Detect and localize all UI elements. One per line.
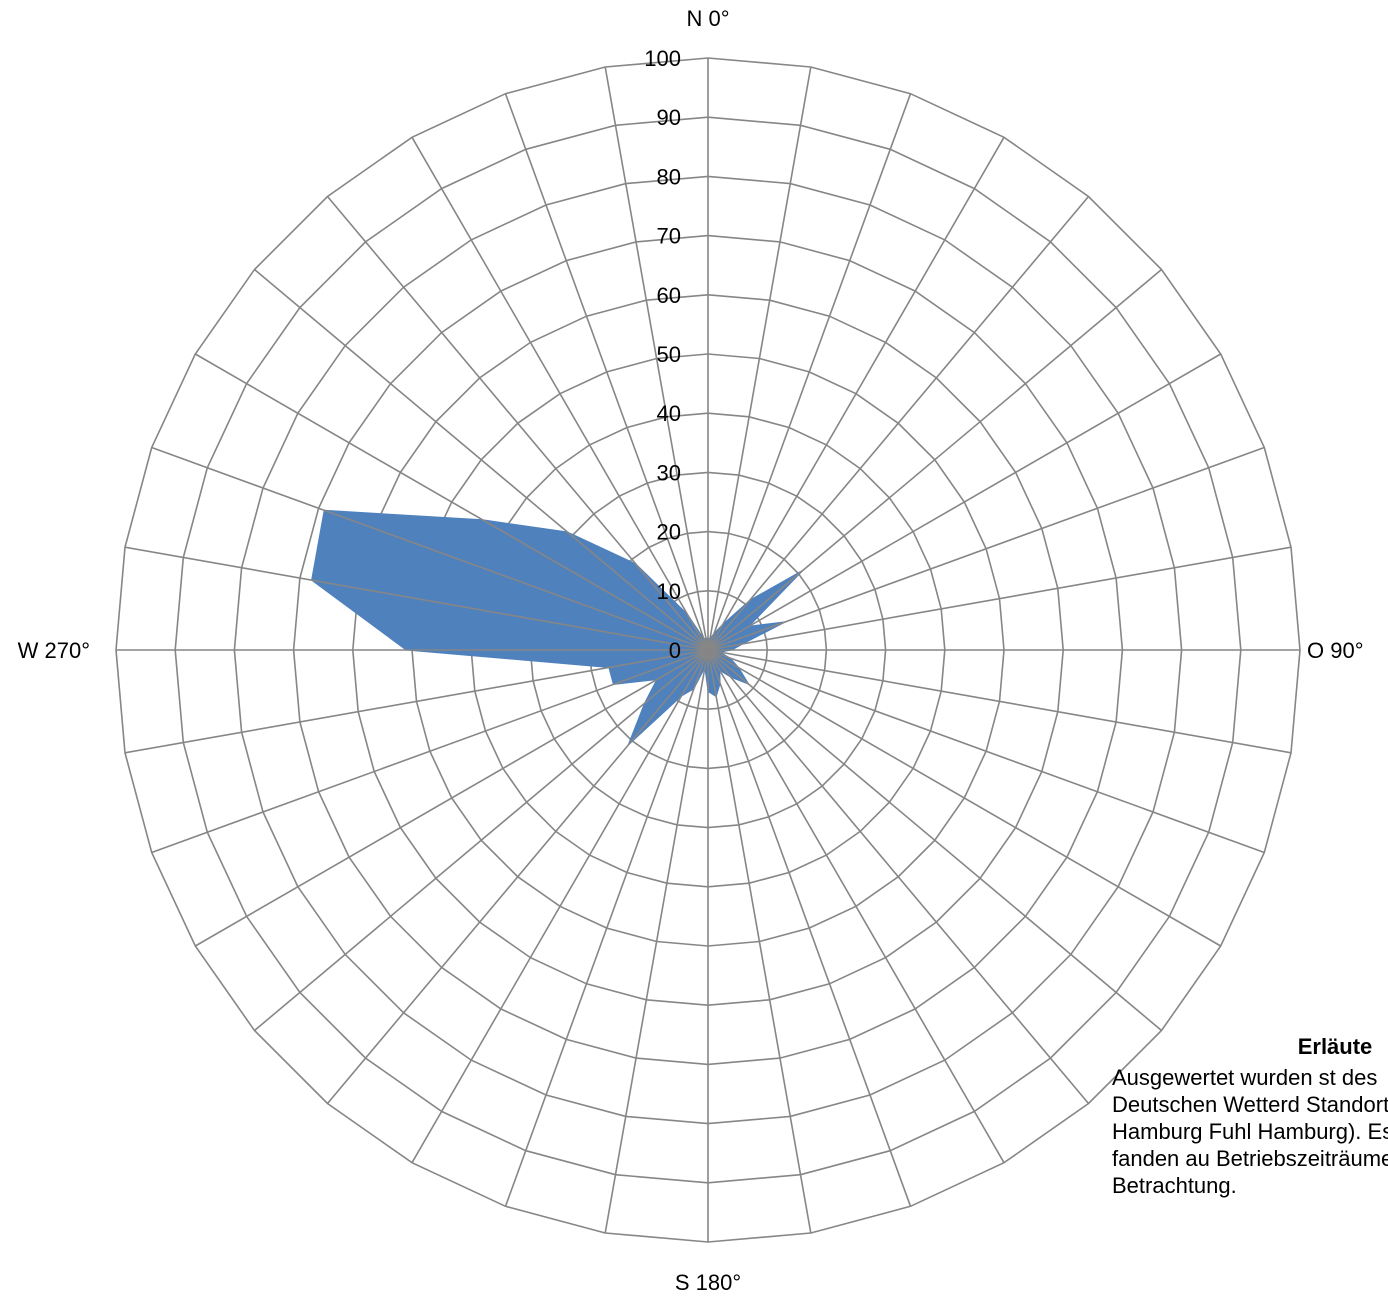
- spoke: [707, 136, 1005, 651]
- radial-tick-label: 20: [657, 520, 681, 545]
- spoke: [604, 649, 709, 1234]
- spoke: [707, 546, 1292, 651]
- radial-tick-label: 0: [669, 638, 681, 663]
- radial-tick-label: 30: [657, 460, 681, 485]
- spoke: [707, 446, 1265, 651]
- spoke: [707, 195, 1090, 651]
- spoke: [326, 649, 709, 1105]
- radial-tick-label: 80: [657, 164, 681, 189]
- west-label: W 270°: [18, 638, 90, 663]
- note-body: Ausgewertet wurden st des Deutschen Wett…: [1112, 1065, 1388, 1198]
- radial-tick-label: 90: [657, 105, 681, 130]
- spoke: [707, 649, 1222, 947]
- spoke: [504, 649, 709, 1207]
- spoke: [411, 136, 709, 651]
- spoke: [707, 649, 1090, 1105]
- spoke: [151, 446, 709, 651]
- radial-tick-label: 60: [657, 283, 681, 308]
- radial-tick-label: 100: [644, 46, 681, 71]
- spoke: [411, 649, 709, 1164]
- spoke: [707, 649, 912, 1207]
- spoke: [151, 649, 709, 854]
- spoke: [707, 66, 812, 651]
- spoke: [707, 268, 1163, 651]
- spoke: [124, 546, 709, 651]
- spoke: [124, 649, 709, 754]
- explanation-note: Erläute Ausgewertet wurden st des Deutsc…: [1112, 1033, 1388, 1301]
- note-title: Erläute: [1297, 1034, 1373, 1059]
- spoke: [707, 353, 1222, 651]
- spoke: [253, 649, 709, 1032]
- radial-tick-label: 40: [657, 401, 681, 426]
- spoke: [504, 93, 709, 651]
- spoke: [707, 649, 1265, 854]
- east-label: O 90°: [1307, 638, 1364, 663]
- spoke: [707, 649, 1292, 754]
- spoke: [707, 649, 812, 1234]
- radial-tick-label: 10: [657, 579, 681, 604]
- south-label: S 180°: [675, 1270, 741, 1295]
- spoke: [707, 93, 912, 651]
- radial-tick-label: 70: [657, 224, 681, 249]
- spoke: [194, 353, 709, 651]
- radial-tick-labels: 0 10 20 30 40 50 60 70 80 90 100: [644, 46, 681, 663]
- north-label: N 0°: [686, 6, 729, 31]
- spoke: [707, 649, 1163, 1032]
- spoke: [326, 195, 709, 651]
- radial-tick-label: 50: [657, 342, 681, 367]
- spoke: [253, 268, 709, 651]
- spoke-layer: [116, 58, 1300, 1242]
- spoke: [707, 649, 1005, 1164]
- spoke: [194, 649, 709, 947]
- spoke: [604, 66, 709, 651]
